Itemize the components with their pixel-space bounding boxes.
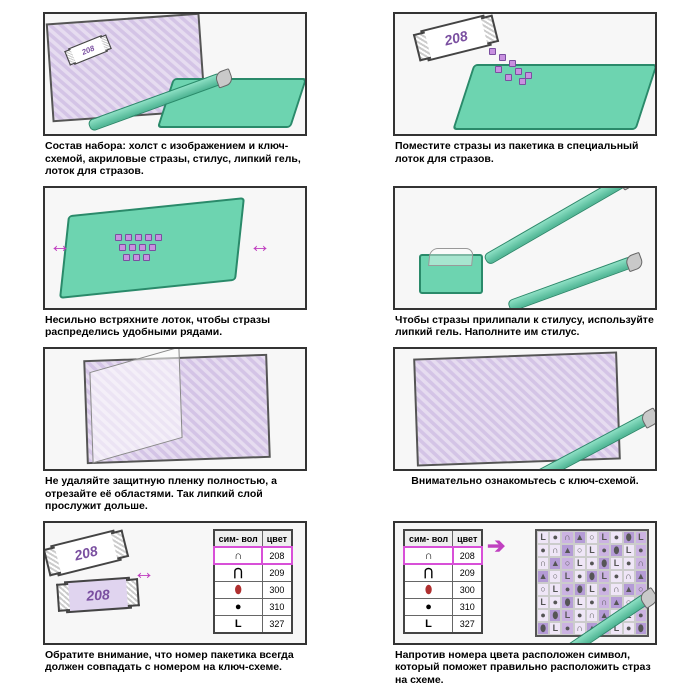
symbol-icon: L xyxy=(423,618,435,630)
symbol-icon: ∩ xyxy=(232,550,244,562)
step-2: 208 Поместите стразы из пакетика в специ… xyxy=(362,12,688,178)
key-table-header-color: цвет xyxy=(262,530,292,548)
step-7-caption: Обратите внимание, что номер пакетика вс… xyxy=(43,649,307,674)
arrow-icon: ↔ xyxy=(49,232,71,258)
key-color: 327 xyxy=(453,615,483,633)
key-color: 327 xyxy=(262,615,292,633)
step-2-illustration: 208 xyxy=(393,12,657,136)
step-3-illustration: ↔ ↔ xyxy=(43,186,307,310)
packet-icon: 208 xyxy=(420,14,492,61)
arrow-icon: ➔ xyxy=(487,533,505,559)
key-color: 209 xyxy=(453,564,483,581)
step-4: Чтобы стразы прилипали к стилусу, исполь… xyxy=(362,186,688,339)
symbol-icon: L xyxy=(232,618,244,630)
tray-icon xyxy=(157,78,307,128)
step-3-caption: Несильно встряхните лоток, чтобы стразы … xyxy=(43,314,307,339)
gel-icon xyxy=(419,254,483,294)
step-1-caption: Состав набора: холст с изображением и кл… xyxy=(43,140,307,178)
step-4-caption: Чтобы стразы прилипали к стилусу, исполь… xyxy=(393,314,657,339)
packet-open-icon: 208 xyxy=(64,576,132,613)
step-2-caption: Поместите стразы из пакетика в специальн… xyxy=(393,140,657,165)
step-8-caption: Напротив номера цвета расположен символ,… xyxy=(393,649,657,687)
packet-icon: 208 xyxy=(50,529,122,576)
key-table-header-symbol: сим- вол xyxy=(404,530,453,548)
symbol-icon: ⋂ xyxy=(232,567,244,579)
step-1: 208 Состав набора: холст с изображением … xyxy=(12,12,338,178)
key-table-header-color: цвет xyxy=(453,530,483,548)
step-7: 208 208 ↔ сим- волцвет ∩ 208 ⋂ 209 ⬮ 300 ● 3… xyxy=(12,521,338,687)
step-1-illustration: 208 xyxy=(43,12,307,136)
key-color: 209 xyxy=(262,564,292,581)
symbol-icon: ⬮ xyxy=(423,584,435,596)
step-7-illustration: 208 208 ↔ сим- волцвет ∩ 208 ⋂ 209 ⬮ 300 ● 3… xyxy=(43,521,307,645)
key-color: 300 xyxy=(453,581,483,598)
key-table-header-symbol: сим- вол xyxy=(214,530,263,548)
step-6-illustration xyxy=(393,347,657,471)
arrow-icon: ↔ xyxy=(133,559,155,585)
stylus-icon xyxy=(483,186,629,266)
tray-icon xyxy=(452,64,657,130)
step-8: сим- волцвет ∩ 208 ⋂ 209 ⬮ 300 ● 310 L 327 L●… xyxy=(362,521,688,687)
symbol-icon: ● xyxy=(232,601,244,613)
symbol-icon: ● xyxy=(423,601,435,613)
step-8-illustration: сим- волцвет ∩ 208 ⋂ 209 ⬮ 300 ● 310 L 327 L●… xyxy=(393,521,657,645)
symbol-icon: ⋂ xyxy=(423,567,435,579)
pattern-grid-icon: L●∩▲○L●⬮L ●∩▲○L●⬮L● ∩▲○L●⬮L●∩ ▲○L●⬮L●∩▲ … xyxy=(535,529,649,637)
stylus-icon xyxy=(507,256,635,310)
step-3: ↔ ↔ Несильно встряхните лоток, чтобы стр… xyxy=(12,186,338,339)
key-color: 310 xyxy=(262,598,292,615)
step-5: Не удаляйте защитную пленку полностью, а… xyxy=(12,347,338,513)
symbol-icon: ∩ xyxy=(423,550,435,562)
key-table: сим- волцвет ∩ 208 ⋂ 209 ⬮ 300 ● 310 L 327 xyxy=(403,529,483,634)
step-5-caption: Не удаляйте защитную пленку полностью, а… xyxy=(43,475,307,513)
step-4-illustration xyxy=(393,186,657,310)
symbol-icon: ⬮ xyxy=(232,584,244,596)
instruction-grid: 208 Состав набора: холст с изображением … xyxy=(12,12,688,687)
arrow-icon: ↔ xyxy=(249,232,271,258)
key-color: 310 xyxy=(453,598,483,615)
step-6: Внимательно ознакомьтесь с ключ-схемой. xyxy=(362,347,688,513)
step-5-illustration xyxy=(43,347,307,471)
tray-icon xyxy=(59,197,245,299)
key-color: 300 xyxy=(262,581,292,598)
key-table: сим- волцвет ∩ 208 ⋂ 209 ⬮ 300 ● 310 L 327 xyxy=(213,529,293,634)
step-6-caption: Внимательно ознакомьтесь с ключ-схемой. xyxy=(409,475,640,488)
key-color: 208 xyxy=(262,547,292,564)
key-color: 208 xyxy=(453,547,483,564)
